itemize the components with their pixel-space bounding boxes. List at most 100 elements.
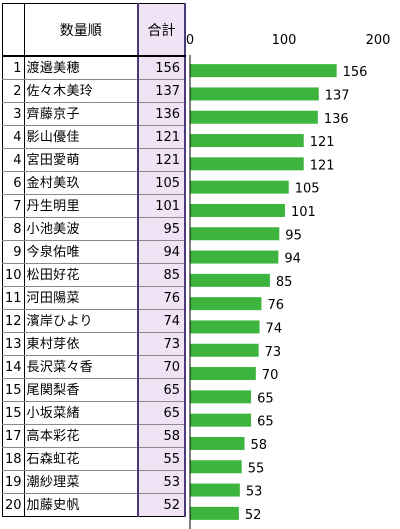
table-row: 15 尾関梨香 65	[2, 378, 187, 402]
total-cell: 73	[137, 332, 187, 356]
rank-cell: 3	[2, 102, 25, 126]
bar	[190, 297, 262, 311]
rank-cell: 12	[2, 309, 25, 333]
rank-cell: 15	[2, 401, 25, 425]
bar-data-label: 76	[267, 298, 284, 313]
total-cell: 70	[137, 355, 187, 379]
table-row: 13 東村芽依 73	[2, 332, 187, 356]
table-row: 6 金村美玖 105	[2, 171, 187, 195]
rank-cell: 19	[2, 470, 25, 494]
bar-data-label: 55	[248, 461, 265, 476]
name-cell: 石森虹花	[24, 447, 139, 471]
total-cell: 53	[137, 470, 187, 494]
total-column-header: 合計	[137, 3, 187, 57]
bar	[190, 64, 337, 78]
bar-data-label: 73	[265, 345, 282, 360]
table-row: 20 加藤史帆 52	[2, 493, 187, 517]
name-cell: 渡邉美穂	[24, 56, 139, 80]
rank-cell: 6	[2, 171, 25, 195]
table-row: 18 石森虹花 55	[2, 447, 187, 471]
bar	[190, 157, 304, 171]
bar	[190, 367, 256, 381]
name-cell: 齊藤京子	[24, 102, 139, 126]
ranking-table: 数量順 合計 1 渡邉美穂 156 2 佐々木美玲 137 3 齊藤京子 136 4 影山優佳 121…	[2, 3, 187, 517]
rank-cell: 18	[2, 447, 25, 471]
bar	[190, 273, 270, 287]
total-cell: 55	[137, 447, 187, 471]
name-cell: 佐々木美玲	[24, 79, 139, 103]
bar	[190, 110, 318, 124]
bar-data-label: 85	[276, 275, 293, 290]
bar-data-label: 65	[257, 391, 274, 406]
name-cell: 加藤史帆	[24, 493, 139, 517]
name-column-header: 数量順	[23, 3, 139, 57]
name-cell: 高本彩花	[24, 424, 139, 448]
rank-cell: 11	[2, 286, 25, 310]
table-row: 10 松田好花 85	[2, 263, 187, 287]
rank-cell: 20	[2, 493, 25, 517]
rank-cell: 4	[2, 148, 25, 172]
total-cell: 94	[137, 240, 187, 264]
total-cell: 52	[137, 493, 187, 517]
name-cell: 今泉佑唯	[24, 240, 139, 264]
table-row: 19 潮紗理菜 53	[2, 470, 187, 494]
name-cell: 尾関梨香	[24, 378, 139, 402]
total-cell: 95	[137, 217, 187, 241]
bar	[190, 343, 259, 357]
bar-data-label: 52	[245, 508, 262, 523]
bar	[190, 506, 239, 520]
x-tick-label: 0	[186, 33, 194, 48]
table-row: 7 丹生明里 101	[2, 194, 187, 218]
bar	[190, 413, 252, 427]
rank-cell: 7	[2, 194, 25, 218]
bar-data-label: 121	[310, 158, 335, 173]
bar-data-label: 95	[285, 228, 302, 243]
x-tick-label: 200	[366, 33, 391, 48]
bar-data-label: 137	[325, 88, 350, 103]
rank-cell: 2	[2, 79, 25, 103]
bar	[190, 180, 289, 194]
bar-data-label: 121	[310, 135, 335, 150]
name-cell: 金村美玖	[24, 171, 139, 195]
total-cell: 74	[137, 309, 187, 333]
table-row: 3 齊藤京子 136	[2, 102, 187, 126]
ranking-table-body: 1 渡邉美穂 156 2 佐々木美玲 137 3 齊藤京子 136 4 影山優佳 121 4 宮田愛萌 12…	[2, 56, 187, 517]
table-row: 12 濱岸ひより 74	[2, 309, 187, 333]
bar	[190, 390, 252, 404]
total-cell: 121	[137, 125, 187, 149]
bar	[190, 87, 319, 101]
bar	[190, 250, 279, 264]
rank-cell: 8	[2, 217, 25, 241]
total-cell: 65	[137, 378, 187, 402]
bar-data-label: 94	[284, 252, 301, 267]
rank-cell: 9	[2, 240, 25, 264]
name-cell: 濱岸ひより	[24, 309, 139, 333]
x-tick-label: 100	[272, 33, 297, 48]
rank-cell: 10	[2, 263, 25, 287]
name-cell: 丹生明里	[24, 194, 139, 218]
table-row: 14 長沢菜々香 70	[2, 355, 187, 379]
bar-data-label: 74	[266, 321, 283, 336]
bar-data-label: 156	[343, 65, 368, 80]
bar-data-label: 70	[262, 368, 279, 383]
bar	[190, 320, 260, 334]
table-row: 1 渡邉美穂 156	[2, 56, 187, 80]
bar	[190, 203, 285, 217]
bar-data-label: 101	[291, 205, 316, 220]
rank-cell: 14	[2, 355, 25, 379]
bar-data-label: 136	[324, 112, 349, 127]
total-cell: 136	[137, 102, 187, 126]
bar-data-label: 105	[295, 182, 320, 197]
table-row: 2 佐々木美玲 137	[2, 79, 187, 103]
name-cell: 小坂菜緒	[24, 401, 139, 425]
table-row: 9 今泉佑唯 94	[2, 240, 187, 264]
name-cell: 小池美波	[24, 217, 139, 241]
total-cell: 105	[137, 171, 187, 195]
name-cell: 宮田愛萌	[24, 148, 139, 172]
table-row: 15 小坂菜緒 65	[2, 401, 187, 425]
rank-cell: 13	[2, 332, 25, 356]
bar	[190, 460, 242, 474]
total-cell: 101	[137, 194, 187, 218]
table-header-row: 数量順 合計	[2, 3, 187, 57]
